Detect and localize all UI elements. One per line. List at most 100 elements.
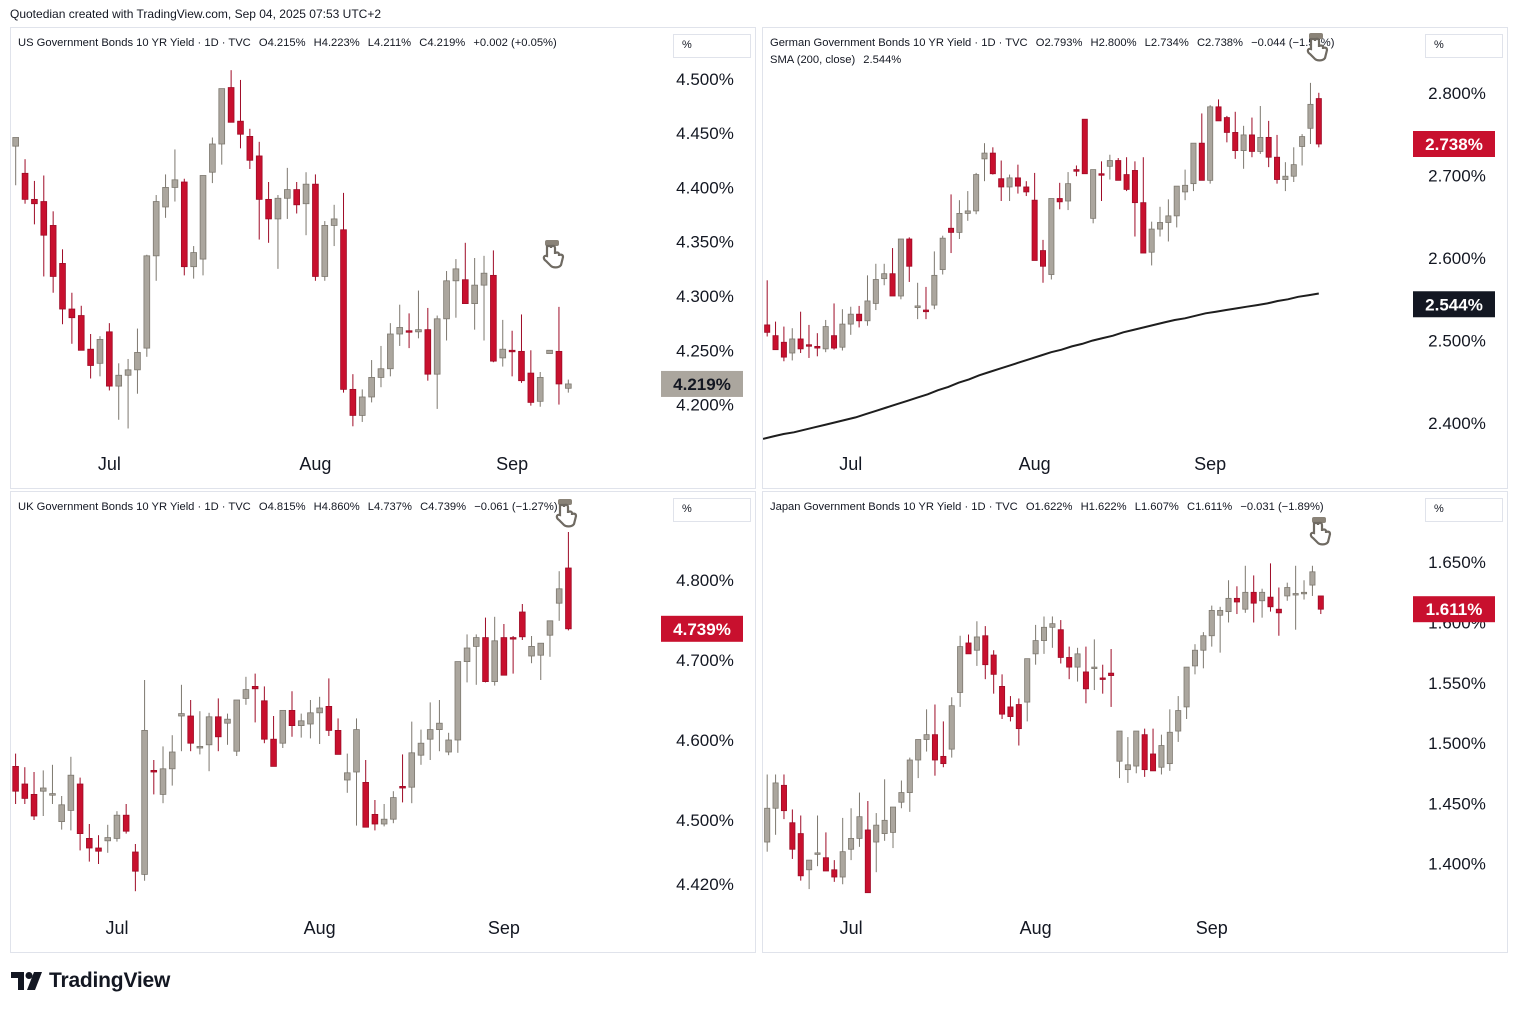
candle[interactable] (864, 275, 871, 326)
candle[interactable] (132, 844, 139, 892)
us-10y-chart-pane[interactable]: US Government Bonds 10 YR Yield · 1D · T… (10, 27, 756, 489)
candle[interactable] (445, 732, 452, 756)
candle[interactable] (839, 309, 846, 351)
candle[interactable] (405, 313, 413, 349)
candle[interactable] (881, 779, 888, 841)
candle[interactable] (1082, 646, 1089, 704)
candle[interactable] (998, 160, 1005, 201)
candle[interactable] (940, 721, 947, 768)
candle[interactable] (965, 634, 972, 655)
candle[interactable] (168, 735, 176, 786)
candle[interactable] (196, 711, 204, 755)
price-scale-unit-button[interactable]: % (673, 498, 751, 522)
candle[interactable] (847, 306, 854, 335)
candle[interactable] (426, 702, 434, 760)
candle[interactable] (772, 774, 779, 835)
candle[interactable] (106, 323, 113, 391)
candle[interactable] (87, 334, 94, 379)
candle[interactable] (922, 286, 929, 320)
candle[interactable] (848, 808, 855, 861)
candle[interactable] (30, 772, 38, 820)
candle[interactable] (1240, 125, 1247, 169)
candle[interactable] (536, 372, 544, 407)
candle[interactable] (990, 650, 997, 694)
candle[interactable] (789, 809, 796, 859)
candle[interactable] (199, 175, 207, 276)
candle[interactable] (246, 128, 254, 169)
candle[interactable] (1024, 658, 1031, 722)
candle[interactable] (999, 674, 1006, 719)
candle[interactable] (141, 680, 148, 881)
candle[interactable] (1217, 606, 1224, 653)
candle[interactable] (1148, 221, 1155, 266)
candle[interactable] (1032, 624, 1039, 665)
candle[interactable] (452, 259, 460, 318)
candle[interactable] (1175, 696, 1182, 742)
candle[interactable] (1183, 666, 1190, 719)
candle[interactable] (1282, 162, 1289, 192)
sma-indicator-label[interactable]: SMA (200, close) (770, 54, 856, 66)
candle[interactable] (251, 673, 259, 723)
candle[interactable] (814, 815, 821, 867)
candle[interactable] (1023, 181, 1030, 197)
candle[interactable] (95, 835, 102, 864)
candle[interactable] (1225, 580, 1232, 623)
candle[interactable] (973, 621, 980, 666)
candle[interactable] (316, 696, 323, 744)
candle[interactable] (528, 636, 535, 664)
candle[interactable] (1233, 586, 1240, 615)
candle[interactable] (764, 280, 771, 337)
candle[interactable] (1066, 646, 1073, 680)
candle[interactable] (417, 729, 425, 765)
candle[interactable] (436, 700, 443, 752)
candle[interactable] (209, 137, 216, 184)
candle[interactable] (433, 315, 441, 409)
symbol-title[interactable]: US Government Bonds 10 YR Yield · 1D · T… (18, 37, 251, 49)
candle[interactable] (948, 194, 955, 254)
candle[interactable] (390, 791, 397, 824)
candle[interactable] (1208, 605, 1215, 647)
candle[interactable] (49, 211, 57, 293)
price-scale-unit-button[interactable]: % (1425, 498, 1503, 522)
candle[interactable] (31, 180, 38, 225)
candle[interactable] (396, 304, 404, 346)
candle[interactable] (1057, 620, 1064, 664)
candle[interactable] (1065, 172, 1072, 211)
candle[interactable] (1131, 161, 1138, 237)
candle[interactable] (1257, 106, 1264, 154)
candle[interactable] (1049, 616, 1056, 648)
candle[interactable] (831, 860, 838, 882)
candle[interactable] (1307, 82, 1314, 144)
candle[interactable] (40, 175, 48, 277)
candle[interactable] (330, 204, 338, 247)
candle[interactable] (21, 767, 29, 804)
candle[interactable] (1242, 565, 1249, 613)
candle[interactable] (1098, 161, 1105, 201)
candle[interactable] (321, 221, 329, 281)
candle[interactable] (500, 624, 508, 676)
candle[interactable] (59, 249, 66, 325)
candle[interactable] (162, 174, 169, 218)
candle[interactable] (134, 328, 141, 394)
candle[interactable] (1301, 580, 1308, 600)
candle[interactable] (1165, 199, 1172, 242)
candle[interactable] (780, 326, 787, 362)
candle[interactable] (380, 804, 388, 827)
candle[interactable] (77, 305, 85, 351)
candle[interactable] (831, 303, 838, 350)
candle[interactable] (1150, 728, 1157, 772)
candle[interactable] (288, 691, 296, 737)
candle[interactable] (565, 379, 572, 393)
candle[interactable] (312, 174, 319, 281)
candle[interactable] (1265, 120, 1272, 168)
candle[interactable] (527, 350, 535, 406)
candle[interactable] (1190, 142, 1197, 192)
candle[interactable] (890, 806, 897, 849)
candle[interactable] (555, 306, 563, 405)
candle[interactable] (368, 360, 375, 403)
candle[interactable] (415, 290, 422, 339)
candle[interactable] (1124, 737, 1131, 783)
candle[interactable] (171, 149, 179, 202)
candle[interactable] (856, 792, 863, 847)
candle[interactable] (1274, 134, 1281, 184)
